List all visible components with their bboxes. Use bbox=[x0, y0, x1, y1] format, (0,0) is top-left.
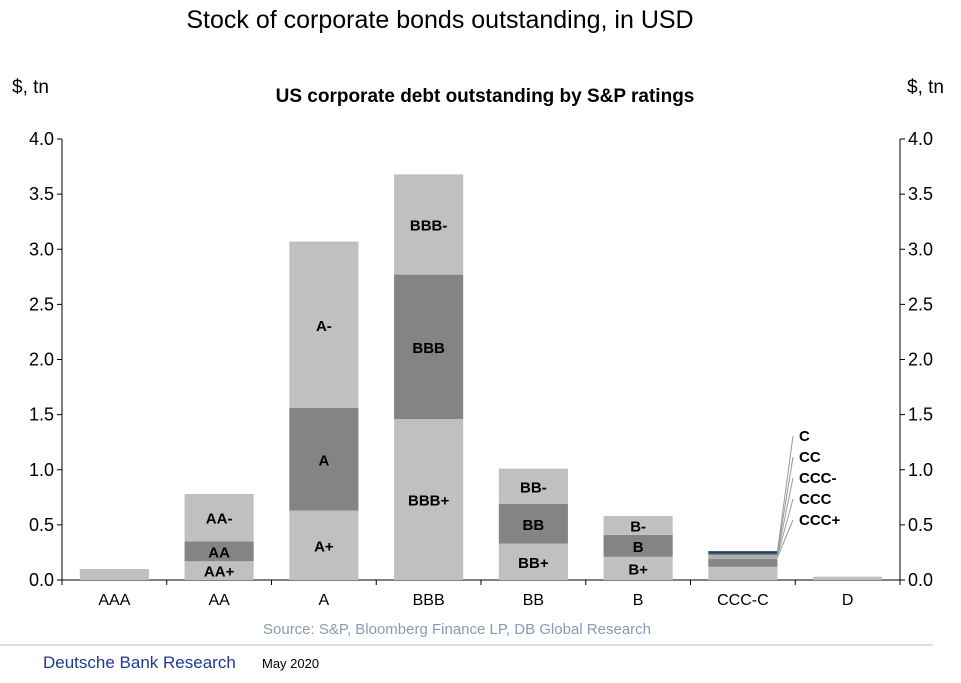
y-tick-label-right: 2.5 bbox=[908, 294, 933, 314]
bar-segment bbox=[498, 543, 568, 580]
segment-label: A+ bbox=[314, 538, 334, 555]
y-tick-label-left: 3.0 bbox=[29, 239, 54, 259]
x-tick-label: AA bbox=[208, 592, 230, 609]
y-tick-label-right: 0.0 bbox=[908, 570, 933, 590]
segment-label: AA- bbox=[206, 511, 233, 528]
callout-label: C bbox=[799, 428, 810, 445]
segment-label: A- bbox=[316, 318, 332, 335]
segment-label: A bbox=[318, 452, 329, 469]
y-tick-label-right: 3.5 bbox=[908, 184, 933, 204]
x-tick-label: BBB bbox=[413, 592, 445, 609]
source-note: Source: S&P, Bloomberg Finance LP, DB Gl… bbox=[263, 621, 651, 638]
bar-segment bbox=[184, 494, 254, 542]
x-tick-label: B bbox=[633, 592, 644, 609]
bar-segment bbox=[813, 576, 883, 580]
axes: 0.0 0.0 0.5 0.5 1.0 1.0 1.5 1.5 2.0 2.0 2.5 2.5 3.0 3… bbox=[29, 129, 933, 609]
bar-segment bbox=[184, 541, 254, 562]
bar-segment bbox=[603, 534, 673, 557]
x-tick-label: D bbox=[842, 592, 854, 609]
callout-label: CCC- bbox=[799, 470, 837, 487]
bar-segment bbox=[708, 559, 778, 567]
page-title: Stock of corporate bonds outstanding, in… bbox=[186, 6, 694, 34]
callout-leader bbox=[776, 477, 794, 555]
callout-leader bbox=[776, 435, 794, 552]
bar-segment bbox=[708, 554, 778, 560]
bar-segment bbox=[394, 419, 464, 580]
bar-segment bbox=[79, 568, 149, 580]
y-tick-label-left: 1.5 bbox=[29, 405, 54, 425]
bar-segment bbox=[184, 561, 254, 580]
callout-leader bbox=[776, 519, 794, 558]
y-axis-label-left: $, tn bbox=[12, 77, 49, 98]
footer-brand: Deutsche Bank Research bbox=[43, 653, 236, 672]
bar-segment bbox=[289, 408, 359, 511]
bar-segment bbox=[498, 503, 568, 544]
bar-segment bbox=[708, 552, 778, 555]
y-tick-label-left: 0.0 bbox=[29, 570, 54, 590]
segment-label: B+ bbox=[628, 561, 648, 578]
bar-segment bbox=[394, 274, 464, 420]
y-tick-label-left: 1.0 bbox=[29, 460, 54, 480]
bar-segment bbox=[498, 468, 568, 504]
callout-leader bbox=[776, 456, 794, 553]
y-tick-label-right: 1.0 bbox=[908, 460, 933, 480]
segment-label: BB bbox=[523, 517, 545, 534]
y-axis-label-right: $, tn bbox=[907, 77, 944, 98]
callout-label: CCC+ bbox=[799, 512, 840, 529]
segment-label: AA bbox=[208, 544, 230, 561]
callout-label: CCC bbox=[799, 491, 832, 508]
chart-title: US corporate debt outstanding by S&P rat… bbox=[276, 86, 695, 107]
segment-label: BB- bbox=[520, 479, 547, 496]
bar-segment bbox=[289, 510, 359, 580]
y-tick-label-right: 2.0 bbox=[908, 350, 933, 370]
y-tick-label-left: 2.0 bbox=[29, 350, 54, 370]
x-tick-label: CCC-C bbox=[717, 592, 769, 609]
footer-date: May 2020 bbox=[262, 656, 320, 671]
y-tick-label-right: 3.0 bbox=[908, 239, 933, 259]
y-tick-label-left: 0.5 bbox=[29, 515, 54, 535]
y-tick-label-right: 1.5 bbox=[908, 405, 933, 425]
segment-label: BBB+ bbox=[408, 493, 449, 510]
x-tick-label: A bbox=[319, 592, 330, 609]
x-tick-label: AAA bbox=[98, 592, 130, 609]
callout-label: CC bbox=[799, 449, 821, 466]
bar-segment bbox=[603, 516, 673, 535]
segment-label: AA+ bbox=[204, 564, 235, 581]
callout-leader bbox=[776, 498, 794, 556]
segment-label: BBB- bbox=[410, 217, 448, 234]
segment-label: B bbox=[633, 539, 644, 556]
y-tick-label-left: 2.5 bbox=[29, 294, 54, 314]
y-tick-label-right: 0.5 bbox=[908, 515, 933, 535]
segment-label: BB+ bbox=[518, 555, 549, 572]
segment-label: BBB bbox=[412, 340, 445, 357]
segment-label: B- bbox=[630, 518, 646, 535]
y-tick-label-left: 4.0 bbox=[29, 129, 54, 149]
bar-segment bbox=[708, 566, 778, 580]
bar-segment bbox=[603, 556, 673, 580]
y-tick-label-right: 4.0 bbox=[908, 129, 933, 149]
x-tick-label: BB bbox=[523, 592, 544, 609]
bar-segment bbox=[708, 551, 778, 553]
bar-segment bbox=[289, 241, 359, 409]
bar-segment bbox=[394, 174, 464, 275]
y-tick-label-left: 3.5 bbox=[29, 184, 54, 204]
